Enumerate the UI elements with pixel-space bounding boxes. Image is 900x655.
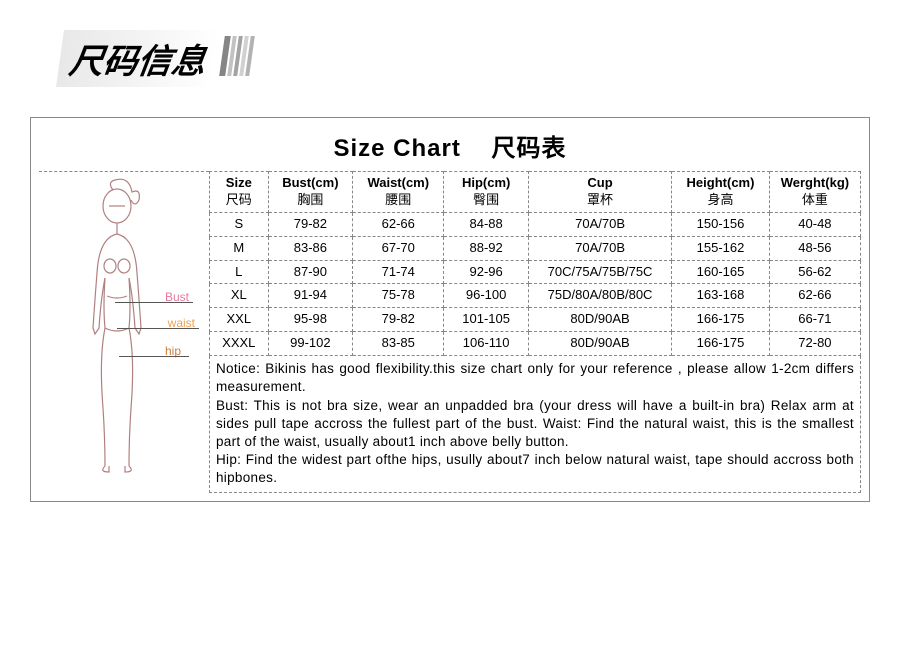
cell-hip: 106-110 xyxy=(444,332,529,356)
cell-hip: 96-100 xyxy=(444,284,529,308)
cell-hip: 92-96 xyxy=(444,260,529,284)
cell-bust: 91-94 xyxy=(268,284,353,308)
cell-size: L xyxy=(210,260,269,284)
cell-cup: 80D/90AB xyxy=(528,308,671,332)
cell-size: XL xyxy=(210,284,269,308)
cell-cup: 70C/75A/75B/75C xyxy=(528,260,671,284)
cell-cup: 70A/70B xyxy=(528,236,671,260)
chart-title-cn: 尺码表 xyxy=(492,135,567,162)
cell-size: M xyxy=(210,236,269,260)
cell-waist: 83-85 xyxy=(353,332,444,356)
size-chart-container: Size Chart 尺码表 xyxy=(30,117,870,502)
cell-height: 166-175 xyxy=(672,308,770,332)
col-header-bust: Bust(cm)胸围 xyxy=(268,172,353,213)
body-figure-icon xyxy=(69,178,179,488)
table-header-row: Size尺码 Bust(cm)胸围 Waist(cm)腰围 Hip(cm)臀围 … xyxy=(210,172,861,213)
cell-waist: 79-82 xyxy=(353,308,444,332)
cell-weight: 72-80 xyxy=(769,332,860,356)
cell-weight: 66-71 xyxy=(769,308,860,332)
cell-bust: 79-82 xyxy=(268,212,353,236)
cell-weight: 62-66 xyxy=(769,284,860,308)
cell-height: 160-165 xyxy=(672,260,770,284)
cell-size: S xyxy=(210,212,269,236)
col-header-waist: Waist(cm)腰围 xyxy=(353,172,444,213)
cell-cup: 75D/80A/80B/80C xyxy=(528,284,671,308)
figure-column: Bust waist hip xyxy=(39,171,209,493)
size-table: Size尺码 Bust(cm)胸围 Waist(cm)腰围 Hip(cm)臀围 … xyxy=(209,171,861,356)
table-row: S79-8262-6684-8870A/70B150-15640-48 xyxy=(210,212,861,236)
col-header-size: Size尺码 xyxy=(210,172,269,213)
cell-height: 163-168 xyxy=(672,284,770,308)
table-row: M83-8667-7088-9270A/70B155-16248-56 xyxy=(210,236,861,260)
notice-text: Notice: Bikinis has good flexibility.thi… xyxy=(209,356,861,493)
cell-hip: 84-88 xyxy=(444,212,529,236)
table-row: L87-9071-7492-9670C/75A/75B/75C160-16556… xyxy=(210,260,861,284)
cell-bust: 95-98 xyxy=(268,308,353,332)
cell-weight: 40-48 xyxy=(769,212,860,236)
cell-weight: 56-62 xyxy=(769,260,860,284)
figure-line-waist xyxy=(117,328,199,329)
cell-weight: 48-56 xyxy=(769,236,860,260)
section-banner: 尺码信息 xyxy=(60,30,875,87)
cell-size: XXL xyxy=(210,308,269,332)
banner-title: 尺码信息 xyxy=(56,30,220,87)
table-row: XXL95-9879-82101-10580D/90AB166-17566-71 xyxy=(210,308,861,332)
cell-size: XXXL xyxy=(210,332,269,356)
cell-bust: 87-90 xyxy=(268,260,353,284)
table-column: Size尺码 Bust(cm)胸围 Waist(cm)腰围 Hip(cm)臀围 … xyxy=(209,171,861,493)
cell-bust: 83-86 xyxy=(268,236,353,260)
cell-waist: 62-66 xyxy=(353,212,444,236)
col-header-weight: Werght(kg)体重 xyxy=(769,172,860,213)
cell-height: 150-156 xyxy=(672,212,770,236)
col-header-cup: Cup罩杯 xyxy=(528,172,671,213)
banner-stripes-decoration xyxy=(222,36,254,81)
table-row: XXXL99-10283-85106-11080D/90AB166-17572-… xyxy=(210,332,861,356)
cell-bust: 99-102 xyxy=(268,332,353,356)
cell-waist: 75-78 xyxy=(353,284,444,308)
figure-line-bust xyxy=(115,302,193,303)
col-header-height: Height(cm)身高 xyxy=(672,172,770,213)
cell-waist: 71-74 xyxy=(353,260,444,284)
size-table-body: S79-8262-6684-8870A/70B150-15640-48M83-8… xyxy=(210,212,861,355)
chart-title: Size Chart 尺码表 xyxy=(39,124,861,171)
chart-body: Bust waist hip Size尺码 Bust(cm)胸围 Waist(c… xyxy=(39,171,861,493)
cell-hip: 88-92 xyxy=(444,236,529,260)
figure-line-hip xyxy=(119,356,189,357)
col-header-hip: Hip(cm)臀围 xyxy=(444,172,529,213)
cell-cup: 80D/90AB xyxy=(528,332,671,356)
cell-height: 155-162 xyxy=(672,236,770,260)
table-row: XL91-9475-7896-10075D/80A/80B/80C163-168… xyxy=(210,284,861,308)
cell-cup: 70A/70B xyxy=(528,212,671,236)
chart-title-en: Size Chart xyxy=(333,135,460,162)
cell-waist: 67-70 xyxy=(353,236,444,260)
cell-hip: 101-105 xyxy=(444,308,529,332)
cell-height: 166-175 xyxy=(672,332,770,356)
